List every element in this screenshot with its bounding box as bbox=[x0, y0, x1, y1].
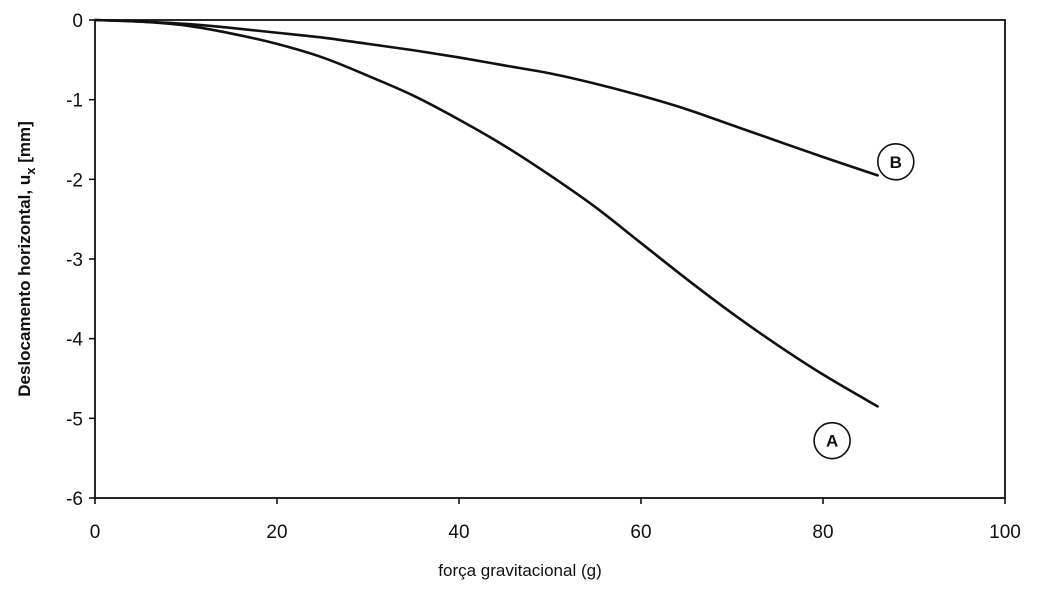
series-line-a bbox=[93, 18, 879, 408]
y-axis-title-main: Deslocamento horizontal, u bbox=[15, 175, 34, 397]
marker-circle bbox=[813, 421, 851, 460]
y-tick-label: -6 bbox=[66, 489, 83, 510]
x-tick-label: 100 bbox=[989, 522, 1021, 543]
series-line-b bbox=[93, 18, 879, 177]
x-tick-label: 60 bbox=[630, 522, 651, 543]
y-axis-title-unit: [mm] bbox=[15, 121, 34, 167]
x-axis-title: força gravitacional (g) bbox=[438, 561, 601, 580]
y-tick-label: -1 bbox=[66, 91, 83, 112]
marker-label: A bbox=[826, 432, 838, 451]
marker-label: B bbox=[890, 153, 902, 172]
marker-circle bbox=[876, 143, 915, 181]
x-tick-label: 40 bbox=[448, 522, 469, 543]
x-tick-label: 0 bbox=[90, 522, 101, 543]
series-marker-b: B bbox=[876, 143, 915, 181]
y-tick-label: -2 bbox=[66, 170, 83, 191]
x-tick-label: 80 bbox=[812, 522, 833, 543]
y-tick-label: -3 bbox=[66, 250, 83, 271]
x-tick-label: 20 bbox=[266, 522, 287, 543]
plot-frame bbox=[94, 19, 1006, 499]
y-axis-title-subscript: x bbox=[23, 167, 38, 175]
series-lines bbox=[93, 18, 879, 408]
series-marker-a: A bbox=[813, 421, 851, 460]
y-tick-label: -4 bbox=[66, 330, 83, 351]
series-markers: AB bbox=[813, 143, 915, 460]
x-axis-ticks: 0 20 40 60 80 100 bbox=[90, 498, 1021, 543]
y-tick-label: -5 bbox=[66, 409, 83, 430]
y-axis-ticks: 0 -1 -2 -3 -4 -5 -6 bbox=[66, 11, 95, 510]
y-axis-title: Deslocamento horizontal, ux [mm] bbox=[15, 121, 38, 397]
y-tick-label: 0 bbox=[72, 11, 83, 32]
